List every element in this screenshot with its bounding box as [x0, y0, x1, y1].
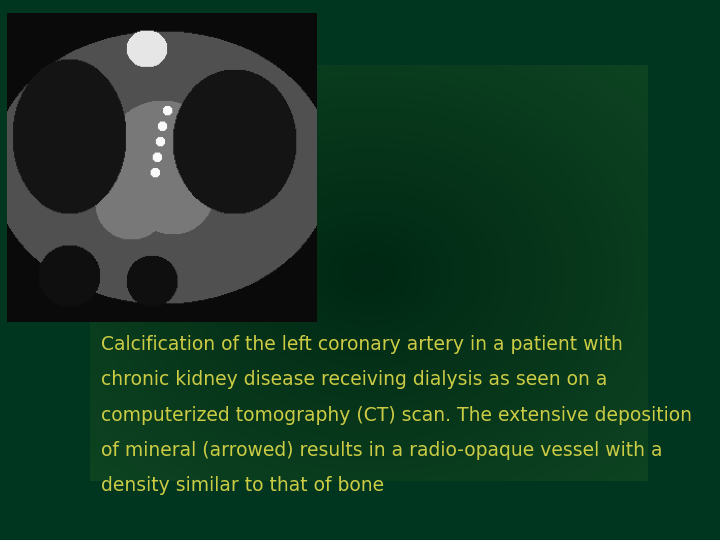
- Text: density similar to that of bone: density similar to that of bone: [101, 476, 384, 495]
- Text: computerized tomography (CT) scan. The extensive deposition: computerized tomography (CT) scan. The e…: [101, 406, 692, 425]
- Text: of mineral (arrowed) results in a radio-opaque vessel with a: of mineral (arrowed) results in a radio-…: [101, 441, 662, 460]
- FancyArrowPatch shape: [202, 185, 297, 206]
- Text: Calcification of the left coronary artery in a patient with: Calcification of the left coronary arter…: [101, 335, 623, 354]
- Text: chronic kidney disease receiving dialysis as seen on a: chronic kidney disease receiving dialysi…: [101, 370, 608, 389]
